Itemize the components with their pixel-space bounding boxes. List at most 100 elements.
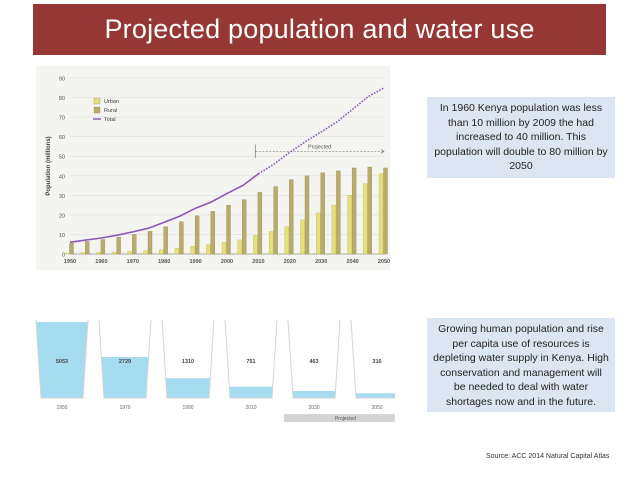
cup-year-label: 1990 — [182, 405, 193, 411]
rural-bar — [383, 167, 388, 255]
rural-bar — [257, 192, 263, 255]
rural-bar — [132, 234, 137, 255]
cup-outline — [98, 319, 152, 399]
urban-bar — [96, 252, 101, 255]
rural-bar — [320, 172, 325, 255]
y-tick-label: 90 — [59, 77, 65, 83]
urban-bar — [331, 204, 337, 255]
rural-bar — [242, 199, 247, 255]
source-note: Source: ACC 2014 Natural Capital Atlas — [486, 453, 610, 460]
cup-outline — [287, 319, 341, 399]
cup-outline — [161, 319, 215, 399]
rural-bar — [100, 239, 106, 255]
urban-bar — [190, 246, 195, 255]
urban-bar — [378, 173, 384, 255]
y-tick-label: 50 — [59, 155, 65, 161]
total-line-projected — [257, 87, 385, 175]
cups-projected-label: Projected — [335, 416, 356, 422]
cup-value-label: 5053 — [56, 359, 68, 365]
rural-bar — [147, 231, 153, 255]
cup-value-label: 463 — [309, 359, 318, 365]
population-callout: In 1960 Kenya population was less than 1… — [427, 97, 615, 178]
water-cups-chart: 5053 1950 2729 1970 1310 1990 751 2010 463 2030 31… — [30, 318, 407, 428]
y-axis-label: Population (millions) — [46, 136, 52, 195]
y-tick-label: 10 — [59, 233, 65, 239]
urban-bar — [284, 226, 289, 255]
rural-bar — [210, 211, 215, 255]
y-tick-label: 0 — [62, 253, 65, 259]
projected-bar — [284, 414, 407, 422]
urban-bar — [316, 212, 321, 255]
rural-bar — [85, 241, 90, 255]
urban-bar — [159, 249, 164, 255]
x-tick-label: 2020 — [284, 259, 296, 265]
water-fill — [292, 391, 336, 398]
urban-bar — [363, 183, 368, 255]
legend-swatch — [93, 106, 101, 114]
urban-bar — [347, 195, 352, 255]
urban-bar — [300, 219, 305, 255]
y-tick-label: 40 — [59, 174, 65, 180]
title-bar: Projected population and water use — [33, 4, 606, 55]
population-chart: 0 10 20 30 40 50 60 70 80 90 Population (millions)… — [36, 66, 390, 270]
water-fill — [36, 322, 88, 398]
rural-bar — [116, 237, 121, 255]
x-tick-label: 2000 — [221, 259, 233, 265]
cup-year-label: 2010 — [245, 405, 256, 411]
x-tick-label: 1950 — [64, 259, 76, 265]
cup-value-label: 2729 — [119, 359, 131, 365]
urban-bar — [64, 252, 70, 255]
y-tick-label: 30 — [59, 194, 65, 200]
legend-label: Rural — [104, 108, 117, 114]
cup-year-label: 1950 — [56, 405, 67, 411]
urban-bar — [127, 251, 132, 255]
page-title: Projected population and water use — [104, 14, 535, 44]
urban-bar — [206, 244, 211, 255]
rural-bar — [194, 215, 200, 255]
x-tick-label: 2050 — [378, 259, 390, 265]
water-fill — [165, 378, 211, 398]
cup-value-label: 751 — [246, 359, 255, 365]
x-tick-label: 2030 — [315, 259, 327, 265]
y-tick-label: 70 — [59, 116, 65, 122]
x-tick-label: 1980 — [158, 259, 170, 265]
rural-bar — [273, 186, 278, 255]
urban-bar — [80, 252, 85, 255]
x-tick-label: 2010 — [252, 259, 264, 265]
rural-bar — [351, 167, 357, 255]
urban-bar — [174, 248, 180, 255]
water-fill — [355, 393, 399, 398]
rural-bar — [179, 221, 184, 255]
y-tick-label: 80 — [59, 96, 65, 102]
legend-swatch — [93, 97, 101, 105]
rural-bar — [336, 170, 341, 255]
rural-bar — [163, 226, 168, 255]
water-fill — [229, 386, 273, 398]
urban-bar — [268, 231, 274, 255]
cup-outline — [35, 319, 89, 399]
cup-year-label: 2050 — [371, 405, 382, 411]
cup-year-label: 1970 — [119, 405, 130, 411]
urban-bar — [237, 239, 242, 255]
y-tick-label: 20 — [59, 213, 65, 219]
urban-bar — [221, 242, 227, 255]
rural-bar — [289, 179, 294, 255]
projected-arrow-icon — [380, 149, 385, 154]
rural-bar — [226, 204, 231, 255]
water-callout: Growing human population and rise per ca… — [427, 318, 615, 412]
x-tick-label: 1960 — [95, 259, 107, 265]
cup-value-label: 1310 — [182, 359, 194, 365]
urban-bar — [143, 250, 148, 255]
x-tick-label: 2040 — [346, 259, 358, 265]
legend-label: Total — [104, 117, 116, 123]
rural-bar — [69, 243, 74, 255]
cup-value-label: 316 — [372, 359, 381, 365]
cup-year-label: 2030 — [308, 405, 319, 411]
urban-bar — [253, 235, 258, 255]
legend-label: Urban — [104, 99, 119, 105]
cup-outline — [224, 319, 278, 399]
rural-bar — [304, 175, 310, 255]
x-tick-label: 1990 — [189, 259, 201, 265]
x-tick-label: 1970 — [127, 259, 139, 265]
